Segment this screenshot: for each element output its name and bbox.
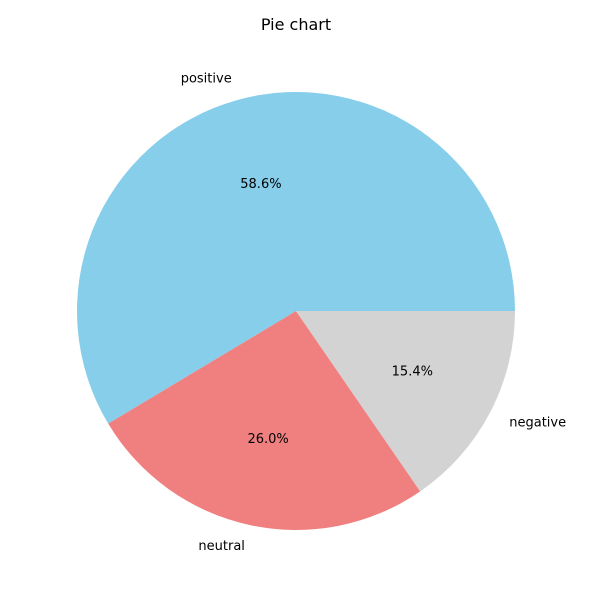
slice-percent-neutral: 26.0% [247,432,288,447]
chart-title: Pie chart [261,15,331,34]
pie-slice-positive [77,92,515,424]
slice-percent-negative: 15.4% [392,365,433,380]
pie-slice-neutral [108,311,421,530]
pie-labels: positive 58.6% neutral 26.0% negative 15.4% [181,71,566,554]
slice-label-neutral: neutral [198,539,245,554]
pie-slices [77,92,515,530]
pie-slice-negative [296,311,515,492]
slice-percent-positive: 58.6% [240,177,281,192]
slice-label-positive: positive [181,71,232,86]
slice-label-negative: negative [509,416,566,431]
